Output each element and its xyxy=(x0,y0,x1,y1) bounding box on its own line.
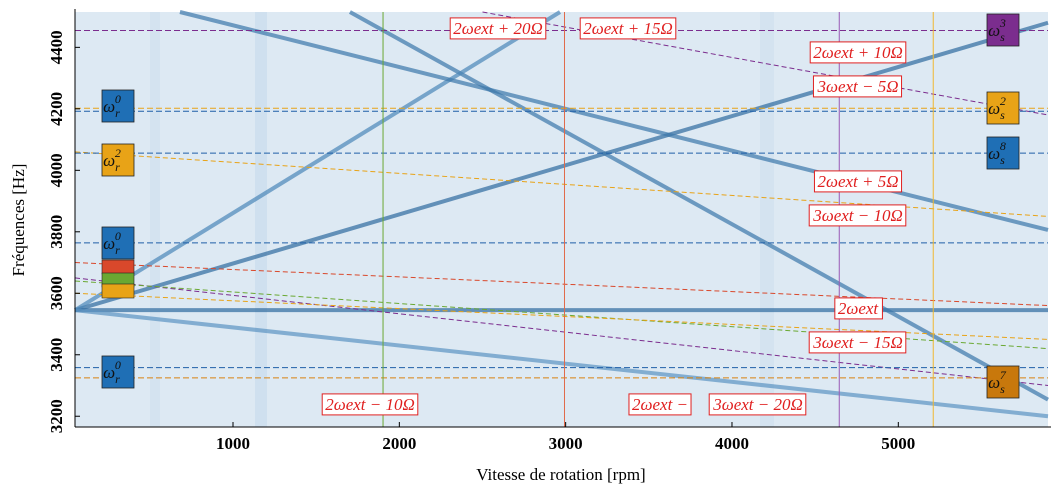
annotation: 3ωext − 20Ω xyxy=(712,395,803,414)
mode-symbol: ω xyxy=(988,144,1000,163)
annotation-box xyxy=(809,41,907,64)
annotation: 2ωext + 10Ω xyxy=(813,43,903,62)
annotation-box xyxy=(808,204,907,227)
mode-symbol: ω xyxy=(103,97,115,116)
y-tick-label: 3600 xyxy=(47,276,66,310)
mode-label: ωr2 xyxy=(103,146,121,174)
x-tick-label: 3000 xyxy=(549,434,583,453)
y-tick-label: 3400 xyxy=(47,338,66,372)
mode-symbol: ω xyxy=(988,21,1000,40)
annotation-box xyxy=(813,170,903,193)
texture xyxy=(760,12,774,427)
mode-box-overlap xyxy=(101,259,135,275)
annotation-box xyxy=(812,75,903,98)
mode-sup: 0 xyxy=(115,92,121,106)
mode-label: ωr0 xyxy=(103,229,121,257)
mode-sup: 2 xyxy=(115,146,121,160)
mode-sub: s xyxy=(1000,382,1005,396)
model-curve xyxy=(74,262,1049,307)
y-axis-label: Fréquences [Hz] xyxy=(9,164,28,277)
spectrogram-texture xyxy=(150,12,774,427)
trace xyxy=(179,10,1049,232)
trace xyxy=(348,10,1049,402)
x-tick-label: 5000 xyxy=(881,434,915,453)
y-tick-label: 4400 xyxy=(47,30,66,64)
mode-sup: 0 xyxy=(115,229,121,243)
annotation-box xyxy=(708,393,807,416)
annotation: 2ωext + 15Ω xyxy=(583,19,673,38)
x-tick-label: 1000 xyxy=(216,434,250,453)
mode-sub: r xyxy=(115,372,120,386)
trace xyxy=(73,10,562,312)
y-tick-label: 3800 xyxy=(47,215,66,249)
mode-sup: 7 xyxy=(1000,368,1007,382)
annotation-box xyxy=(321,393,419,416)
mode-label: ωr0 xyxy=(103,92,121,120)
mode-box xyxy=(101,355,135,389)
annotation: 2ωext + 20Ω xyxy=(453,19,543,38)
mode-sub: s xyxy=(1000,153,1005,167)
annotation: 2ωext xyxy=(838,299,880,318)
mode-label: ωs3 xyxy=(988,16,1006,44)
mode-sub: s xyxy=(1000,30,1005,44)
mode-box xyxy=(101,143,135,177)
mode-sub: r xyxy=(115,106,120,120)
mode-sub: s xyxy=(1000,108,1005,122)
mode-sub: r xyxy=(115,243,120,257)
mode-label: ωs2 xyxy=(988,94,1006,122)
x-tick-label: 2000 xyxy=(382,434,416,453)
annotation: 3ωext − 5Ω xyxy=(816,77,898,96)
model-curve xyxy=(74,277,1049,386)
y-tick-label: 4200 xyxy=(47,92,66,126)
x-axis-label: Vitesse de rotation [rpm] xyxy=(476,465,645,484)
mode-box xyxy=(986,13,1020,47)
trace xyxy=(74,308,1049,419)
mode-box xyxy=(986,136,1020,170)
mode-label: ωr0 xyxy=(103,358,121,386)
mode-sup: 0 xyxy=(115,358,121,372)
mode-symbol: ω xyxy=(988,99,1000,118)
mode-box-overlap xyxy=(101,283,135,299)
texture xyxy=(255,12,267,427)
mode-symbol: ω xyxy=(988,373,1000,392)
mode-box xyxy=(101,89,135,123)
mode-label: ωs7 xyxy=(988,368,1007,396)
x-tick-label: 4000 xyxy=(715,434,749,453)
mode-box xyxy=(986,91,1020,125)
annotation: 3ωext − 15Ω xyxy=(812,333,903,352)
annotation-box xyxy=(834,297,883,320)
mode-label: ωs8 xyxy=(988,139,1006,167)
annotation-box xyxy=(579,17,677,40)
mode-symbol: ω xyxy=(103,151,115,170)
mode-sub: r xyxy=(115,160,120,174)
mode-symbol: ω xyxy=(103,234,115,253)
annotation: 2ωext − 10Ω xyxy=(325,395,415,414)
annotation: 2ωext − xyxy=(632,395,688,414)
annotation-box xyxy=(628,393,692,416)
texture xyxy=(150,12,160,427)
mode-sup: 8 xyxy=(1000,139,1006,153)
mode-box xyxy=(986,365,1020,399)
mode-sup: 3 xyxy=(999,16,1006,30)
y-tick-label: 3200 xyxy=(47,399,66,433)
annotation: 2ωext + 5Ω xyxy=(817,172,898,191)
mode-sup: 2 xyxy=(1000,94,1006,108)
annotation-box xyxy=(808,331,907,354)
annotation-box xyxy=(449,17,547,40)
trace xyxy=(74,20,1049,313)
mode-box xyxy=(101,226,135,260)
annotation: 3ωext − 10Ω xyxy=(812,206,903,225)
y-tick-label: 4000 xyxy=(47,153,66,187)
mode-symbol: ω xyxy=(103,363,115,382)
